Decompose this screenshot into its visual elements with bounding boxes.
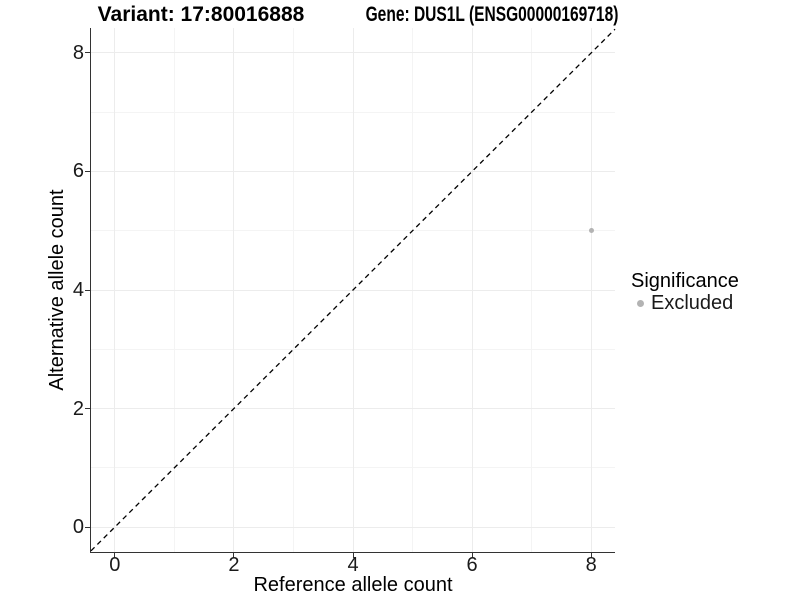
legend-entry-label: Excluded <box>651 292 734 314</box>
legend-title: Significance <box>631 270 739 292</box>
x-tick-label: 4 <box>347 554 359 576</box>
x-axis-tick <box>352 553 354 558</box>
y-tick-label: 2 <box>72 397 84 420</box>
identity-reference-line <box>90 28 616 552</box>
y-tick-label: 0 <box>72 516 84 539</box>
plot-panel <box>85 28 616 558</box>
gridline-major-horizontal <box>91 170 615 172</box>
x-tick-label: 6 <box>466 554 478 576</box>
x-axis-tick <box>590 553 592 558</box>
y-axis-tick <box>85 170 90 172</box>
gridline-major-vertical <box>471 28 473 552</box>
y-tick-label: 8 <box>72 41 84 64</box>
y-axis-tick <box>85 289 90 291</box>
legend: Significance Excluded <box>631 270 739 314</box>
gene-title: Gene: DUS1L (ENSG00000169718) <box>365 3 619 26</box>
data-point <box>588 228 594 234</box>
gridline-major-vertical <box>590 28 592 552</box>
y-tick-label: 6 <box>72 160 84 183</box>
variant-title: Variant: 17:80016888 <box>97 3 305 26</box>
y-axis-tick <box>85 408 90 410</box>
y-axis-title: Alternative allele count <box>46 189 68 391</box>
legend-entry: Excluded <box>631 293 739 313</box>
x-axis-tick <box>471 553 473 558</box>
x-tick-label: 0 <box>109 554 121 576</box>
y-axis-tick <box>85 526 90 528</box>
x-tick-label: 8 <box>585 554 597 576</box>
x-axis-tick <box>233 553 235 558</box>
gridline-major-horizontal <box>91 52 615 54</box>
y-tick-label: 4 <box>72 279 84 301</box>
x-axis-title: Reference allele count <box>253 574 453 596</box>
x-axis-tick <box>114 553 116 558</box>
y-axis-tick <box>85 52 90 54</box>
x-tick-label: 2 <box>228 554 240 576</box>
legend-key-dot <box>637 299 644 307</box>
